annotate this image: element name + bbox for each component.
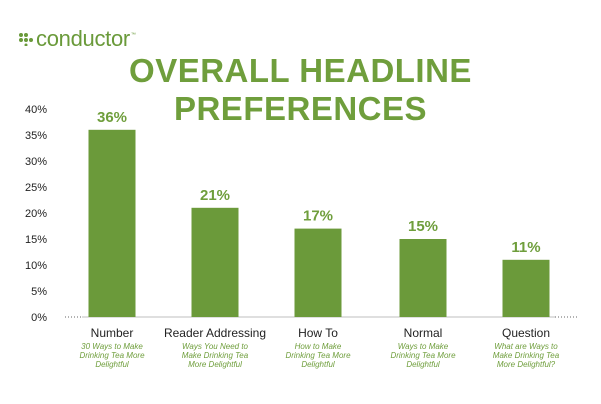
- category-example-line: How to Make: [295, 342, 342, 351]
- y-tick-label: 20%: [25, 208, 47, 220]
- y-tick-label: 35%: [25, 130, 47, 142]
- category-example-line: More Delightful: [188, 360, 242, 369]
- y-tick-label: 25%: [25, 182, 47, 194]
- category-example-line: Make Drinking Tea: [493, 351, 560, 360]
- y-tick-label: 30%: [25, 156, 47, 168]
- data-label: 36%: [97, 109, 127, 126]
- y-tick-label: 10%: [25, 260, 47, 272]
- bar-normal: [399, 239, 447, 317]
- data-label: 15%: [408, 218, 438, 235]
- bar-number: [88, 129, 136, 317]
- data-label: 21%: [200, 187, 230, 204]
- y-tick-label: 0%: [31, 312, 47, 324]
- category-example-line: Drinking Tea More: [390, 351, 456, 360]
- conductor-logo: conductor ™: [18, 28, 136, 50]
- bar-how-to: [294, 228, 342, 317]
- y-tick-label: 15%: [25, 234, 47, 246]
- category-label: Normal: [404, 326, 443, 340]
- bars: 36% 21% 17% 15% 11%: [88, 109, 550, 317]
- category-example-line: Delightful: [301, 360, 335, 369]
- y-axis: 0% 5% 10% 15% 20% 25% 30% 35% 40%: [25, 104, 47, 324]
- category-example-line: Ways You Need to: [182, 342, 249, 351]
- bar-reader-addressing: [191, 207, 239, 317]
- category-example-line: Ways to Make: [398, 342, 449, 351]
- category-example-line: Drinking Tea More: [285, 351, 351, 360]
- bar-question: [502, 259, 550, 317]
- category-example-line: Drinking Tea More: [79, 351, 145, 360]
- category-example-line: 30 Ways to Make: [81, 342, 143, 351]
- category-label: Number: [91, 326, 134, 340]
- logo-trademark: ™: [130, 32, 136, 38]
- category-example-line: More Delightful?: [497, 360, 556, 369]
- logo-text: conductor: [36, 26, 130, 51]
- category-example-line: Delightful: [406, 360, 440, 369]
- y-tick-label: 40%: [25, 104, 47, 116]
- category-label: How To: [298, 326, 338, 340]
- category-label: Question: [502, 326, 550, 340]
- data-label: 11%: [511, 239, 540, 256]
- category-example-line: Delightful: [95, 360, 129, 369]
- y-tick-label: 5%: [31, 286, 47, 298]
- data-label: 17%: [303, 208, 333, 225]
- chart-title: OVERALL HEADLINE PREFERENCES: [129, 52, 472, 127]
- category-label: Reader Addressing: [164, 326, 266, 340]
- category-example-line: Make Drinking Tea: [182, 351, 249, 360]
- dots-logo-icon: [19, 33, 33, 46]
- category-example-line: What are Ways to: [494, 342, 558, 351]
